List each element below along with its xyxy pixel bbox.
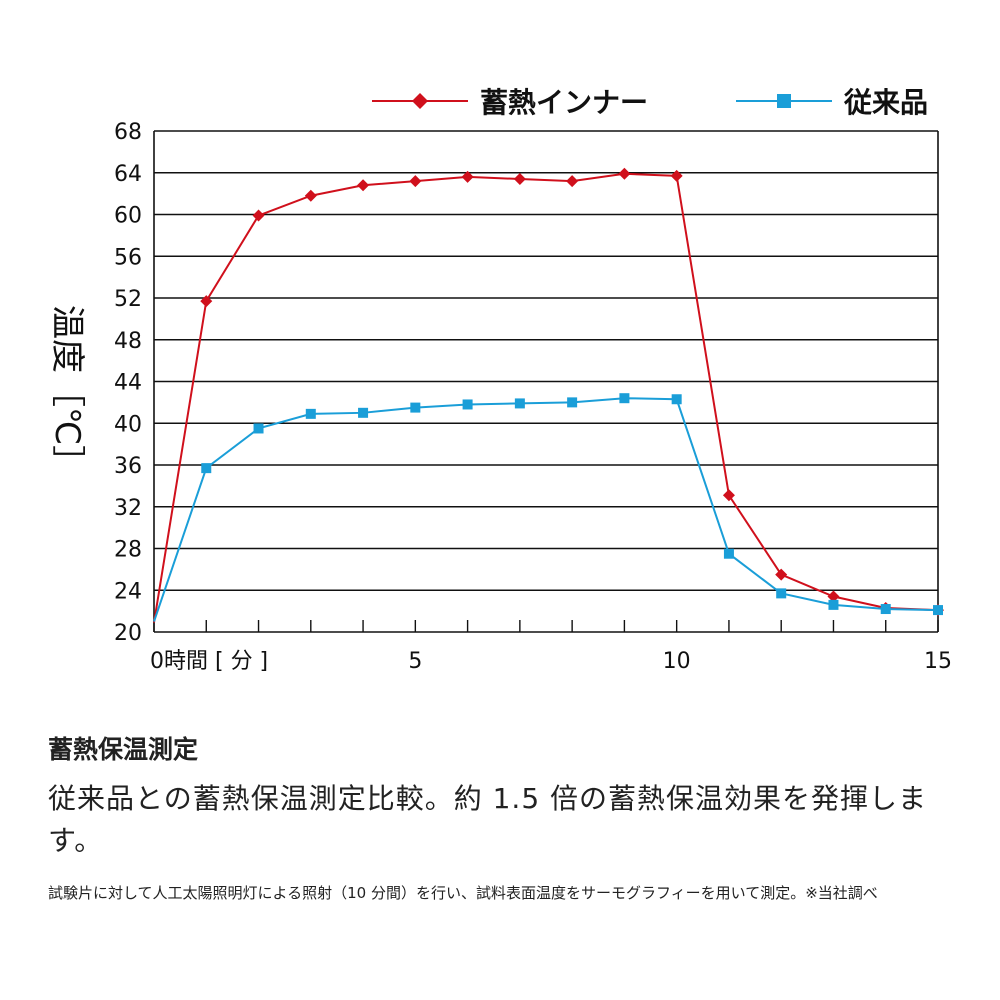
data-point [880,604,891,615]
data-point [410,402,421,413]
legend-marker [412,93,428,109]
data-point [201,463,212,474]
data-point [409,175,422,188]
data-point [618,167,631,180]
y-tick-label: 68 [114,120,142,145]
series-line-0 [153,172,939,623]
data-point [567,397,578,408]
data-point [723,548,734,559]
data-point [722,489,735,502]
data-point [513,173,526,186]
y-tick-label: 56 [114,245,142,270]
section-heading: 蓄熱保温測定 [48,735,199,764]
y-tick-label: 36 [114,454,142,479]
y-tick-label: 52 [114,287,142,312]
y-tick-label: 32 [114,496,142,521]
data-point [462,399,473,410]
y-tick-label: 20 [114,621,142,646]
footnote: 試験片に対して人工太陽照明灯による照射（10 分間）を行い、試料表面温度をサーモ… [48,884,878,902]
data-point [775,568,788,581]
series-line-1 [153,397,939,622]
data-point [252,209,265,222]
legend-label: 従来品 [843,86,928,119]
data-point [933,605,943,616]
x-tick-label: 15 [924,649,952,674]
y-tick-label: 60 [114,204,142,229]
description: 従来品との蓄熱保温測定比較。約 1.5 倍の蓄熱保温効果を発揮します。 [48,782,928,857]
data-point [305,408,316,419]
y-tick-label: 28 [114,538,142,563]
data-point [566,175,579,188]
y-tick-label: 44 [114,371,142,396]
data-point [358,407,369,418]
legend-label: 蓄熱インナー [480,86,648,119]
y-axis-label: 温度［℃］ [47,305,87,479]
data-point [461,170,474,183]
data-point [304,189,317,202]
data-point [671,394,682,405]
y-tick-label: 24 [114,579,142,604]
data-point [828,599,839,610]
data-point [670,169,683,182]
data-point [200,295,213,308]
y-tick-label: 40 [114,412,142,437]
data-point [514,398,525,409]
temperature-chart: 20 24 28 32 36 40 44 48 52 56 60 64 68 0時間 [ 分 ] 5 10 15… [47,86,952,674]
y-tick-label: 64 [114,162,142,187]
x-tick-label: 0時間 [ 分 ] [150,649,268,674]
y-tick-label: 48 [114,329,142,354]
data-point [827,590,840,603]
x-tick-label: 5 [408,649,422,674]
x-tick-label: 10 [663,649,691,674]
legend-marker [777,94,791,108]
data-point [253,423,264,434]
data-point [776,588,787,599]
data-point [619,393,630,404]
data-point [357,179,370,192]
